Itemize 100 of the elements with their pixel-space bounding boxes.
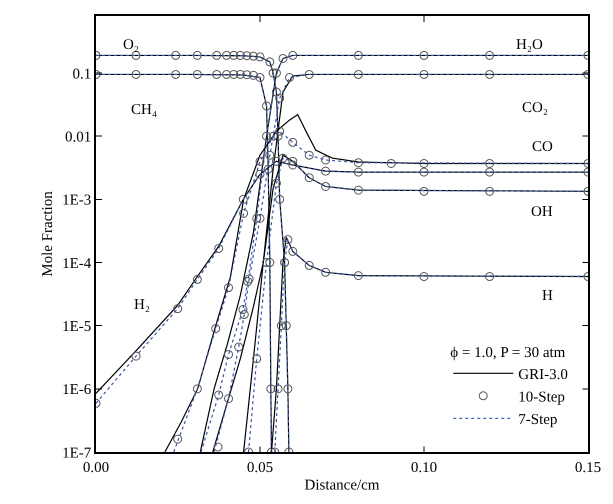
point (420, 158, 428, 168)
point (420, 168, 428, 177)
point (275, 194, 284, 204)
point (266, 384, 276, 394)
point (304, 260, 314, 270)
point (354, 158, 363, 168)
point (192, 70, 202, 79)
x-tick-label: 0.05 (246, 460, 274, 476)
x-axis-title: Distance/cm (304, 477, 380, 494)
point (214, 390, 224, 400)
point (256, 156, 264, 166)
annotation: CO₂ (522, 100, 548, 116)
point (354, 168, 363, 177)
point (275, 126, 284, 136)
point (485, 186, 494, 196)
point (276, 321, 286, 330)
point (485, 272, 494, 282)
point (265, 150, 274, 160)
point (234, 342, 244, 352)
point (238, 194, 248, 204)
annotation: O₂ (123, 37, 140, 53)
legend-label: 10-Step (518, 390, 565, 406)
y-tick-label: 1E-5 (62, 318, 92, 335)
point (248, 70, 258, 80)
x-tick-label: 0.00 (82, 460, 110, 476)
annotation: CO (532, 139, 554, 155)
point (485, 158, 494, 168)
y-tick-label: 1E-7 (62, 445, 92, 462)
point (252, 214, 262, 223)
point (240, 310, 249, 320)
point (321, 156, 330, 164)
x-tick-label: 0.10 (410, 460, 438, 476)
y-tick-label: 0.1 (72, 66, 92, 82)
annotation: H (542, 288, 553, 304)
point (283, 384, 292, 394)
point (224, 350, 234, 359)
point (485, 168, 494, 177)
annotation: CH₄ (131, 102, 158, 118)
point (420, 272, 428, 282)
point (264, 164, 273, 174)
point (321, 166, 330, 176)
point (222, 50, 232, 60)
point (354, 271, 363, 280)
point (173, 434, 182, 444)
point (386, 158, 396, 168)
point (211, 324, 220, 334)
point (214, 244, 224, 253)
point (283, 235, 292, 244)
point (222, 70, 232, 79)
point (288, 246, 298, 256)
point (354, 50, 363, 60)
point (272, 88, 281, 97)
point (272, 178, 281, 188)
annotation: H₂ (134, 297, 150, 313)
point (354, 186, 363, 195)
point (272, 68, 281, 78)
point (229, 70, 238, 79)
point (171, 70, 180, 79)
y-tick-label: 0.01 (65, 129, 92, 146)
point (242, 51, 252, 60)
point (265, 258, 274, 268)
point (229, 50, 238, 60)
point (288, 160, 298, 170)
y-tick-label: 1E-6 (62, 382, 92, 398)
point (321, 182, 330, 191)
point (214, 442, 223, 452)
point (192, 274, 202, 284)
point (420, 50, 428, 60)
point (321, 268, 330, 277)
point (212, 70, 222, 79)
point (252, 354, 262, 364)
point (304, 150, 314, 160)
point (272, 156, 281, 166)
point (132, 70, 141, 79)
point (239, 208, 248, 218)
point (256, 214, 264, 223)
point (224, 394, 234, 404)
point (275, 94, 284, 103)
point (248, 52, 258, 61)
point (420, 186, 428, 196)
point (224, 283, 234, 292)
point (354, 70, 363, 79)
legend-label: GRI-3.0 (518, 367, 568, 384)
point (212, 50, 222, 60)
point (262, 132, 272, 141)
y-tick-label: 1E-3 (62, 192, 92, 209)
y-tick-label: 1E-4 (62, 256, 92, 272)
point (262, 102, 272, 111)
point (420, 70, 428, 79)
point (256, 170, 264, 179)
point (485, 70, 494, 79)
point (278, 154, 288, 163)
point (274, 384, 283, 394)
point (288, 156, 298, 166)
point (256, 73, 264, 82)
annotation: OH (531, 204, 553, 220)
point (282, 321, 291, 330)
y-axis-title: Mole Fraction (40, 190, 56, 277)
point (268, 68, 278, 78)
point (288, 50, 298, 60)
